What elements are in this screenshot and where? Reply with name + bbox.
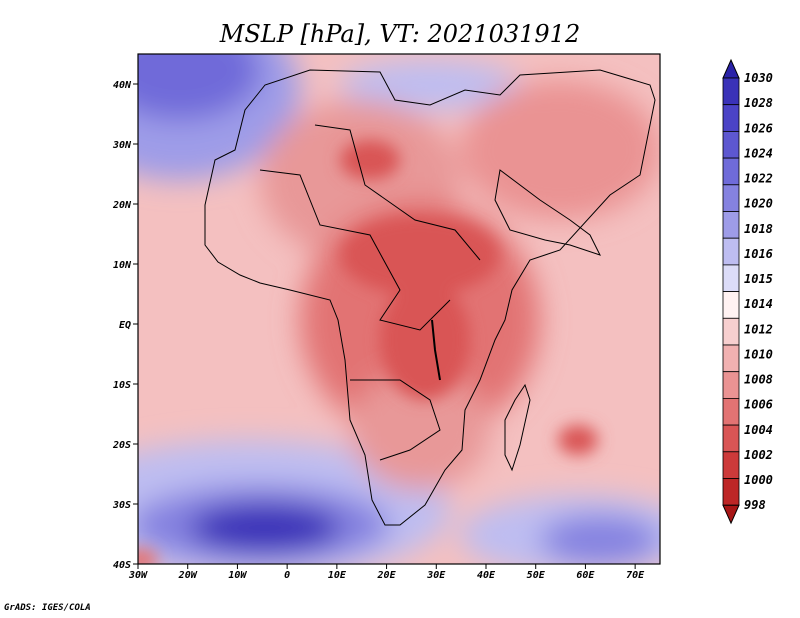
colorbar-label: 1006 (744, 398, 773, 412)
colorbar-label: 1000 (744, 473, 773, 487)
colorbar-label: 1020 (744, 197, 773, 211)
lon-tick-label: 50E (527, 570, 546, 581)
madagascar-coast (504, 383, 531, 472)
lon-tick-label: 20W (178, 570, 198, 581)
colorbar-label: 1012 (744, 322, 773, 336)
heat-low-east-africa (380, 280, 470, 400)
colorbar-label: 1026 (744, 121, 773, 135)
colorbar-swatch (722, 211, 740, 239)
colorbar-swatch (722, 424, 740, 453)
colorbar: 1030 1028 1026 1024 1022 1020 1018 1016 1015 1014… (722, 58, 773, 525)
map-frame (137, 53, 661, 565)
lon-tick-label: 0 (284, 570, 290, 581)
low-southern-africa (350, 370, 490, 490)
lon-tick-label: 10W (228, 570, 247, 581)
colorbar-swatch (722, 291, 740, 319)
lon-tick-label: 10E (328, 570, 347, 581)
high-azores-core (138, 54, 260, 120)
lon-tick-label: 60E (576, 570, 595, 581)
colorbar-label: 1024 (744, 146, 773, 160)
high-mediterranean (340, 60, 520, 110)
africa-coast (204, 69, 656, 526)
lat-tick-label: 20N (112, 200, 132, 211)
colorbar-label: 1028 (744, 96, 773, 110)
colorbar-label: 1018 (744, 222, 773, 236)
colorbar-swatch (722, 478, 740, 506)
colorbar-swatch (722, 237, 740, 266)
high-south-atlantic-core (190, 503, 340, 553)
low-libya (340, 140, 400, 180)
colorbar-swatch (722, 184, 740, 212)
colorbar-swatch (722, 317, 740, 346)
low-southwest-corner (138, 548, 158, 564)
lon-tick-label: 40E (477, 570, 496, 581)
colorbar-label: 1010 (744, 347, 773, 361)
colorbar-swatch (722, 344, 740, 373)
border-line-3 (350, 379, 441, 461)
border-line-1 (314, 124, 481, 261)
colorbar-swatch (722, 104, 740, 132)
lon-tick-label: 30W (128, 570, 148, 581)
colorbar-label: 1008 (744, 373, 773, 387)
coastlines (204, 69, 656, 526)
lat-tick-label: 20S (112, 440, 131, 451)
arabia-outline (494, 169, 601, 256)
pressure-field (138, 54, 660, 564)
map-title: MSLP [hPa], VT: 2021031912 (219, 20, 580, 48)
latitude-axis: 40N 30N 20N 10N EQ 10S 20S 30S 40S (112, 80, 138, 571)
colorbar-label: 1030 (744, 71, 773, 85)
colorbar-swatch (722, 157, 740, 186)
great-lakes (431, 319, 441, 381)
longitude-axis: 30W 20W 10W 0 10E 20E 30E 40E 50E 60E 70E (128, 564, 645, 581)
colorbar-swatch (722, 77, 740, 106)
lat-tick-label: 10S (113, 380, 131, 391)
colorbar-label: 1016 (744, 247, 773, 261)
colorbar-swatch (722, 264, 740, 292)
border-line-2 (259, 169, 451, 331)
colorbar-label: 1014 (744, 297, 773, 311)
high-south-indian-core (540, 515, 660, 564)
lon-tick-label: 70E (626, 570, 645, 581)
colorbar-top-arrow (722, 58, 740, 79)
lon-tick-label: 20E (377, 570, 397, 581)
colorbar-label: 1004 (744, 423, 773, 437)
low-arabia (460, 80, 660, 220)
colorbar-swatch (722, 371, 740, 399)
lat-tick-label: EQ (119, 320, 131, 331)
lat-tick-label: 40S (113, 560, 131, 571)
heat-low-sudan (340, 215, 500, 295)
lon-tick-label: 30E (426, 570, 446, 581)
colorbar-swatch (722, 397, 740, 426)
colorbar-swatch (722, 130, 740, 159)
lat-tick-label: 40N (113, 80, 132, 91)
tropical-low-indian (558, 425, 598, 455)
colorbar-label: 1002 (744, 448, 773, 462)
colorbar-label: 998 (744, 498, 766, 512)
colorbar-label: 1022 (744, 172, 773, 186)
colorbar-label: 1015 (744, 272, 773, 286)
colorbar-bottom-arrow (722, 504, 740, 525)
colorbar-swatch (722, 451, 740, 479)
lat-tick-label: 30S (112, 500, 131, 511)
grads-credit: GrADS: IGES/COLA (4, 603, 91, 613)
lat-tick-label: 10N (113, 260, 132, 271)
lat-tick-label: 30N (112, 140, 132, 151)
